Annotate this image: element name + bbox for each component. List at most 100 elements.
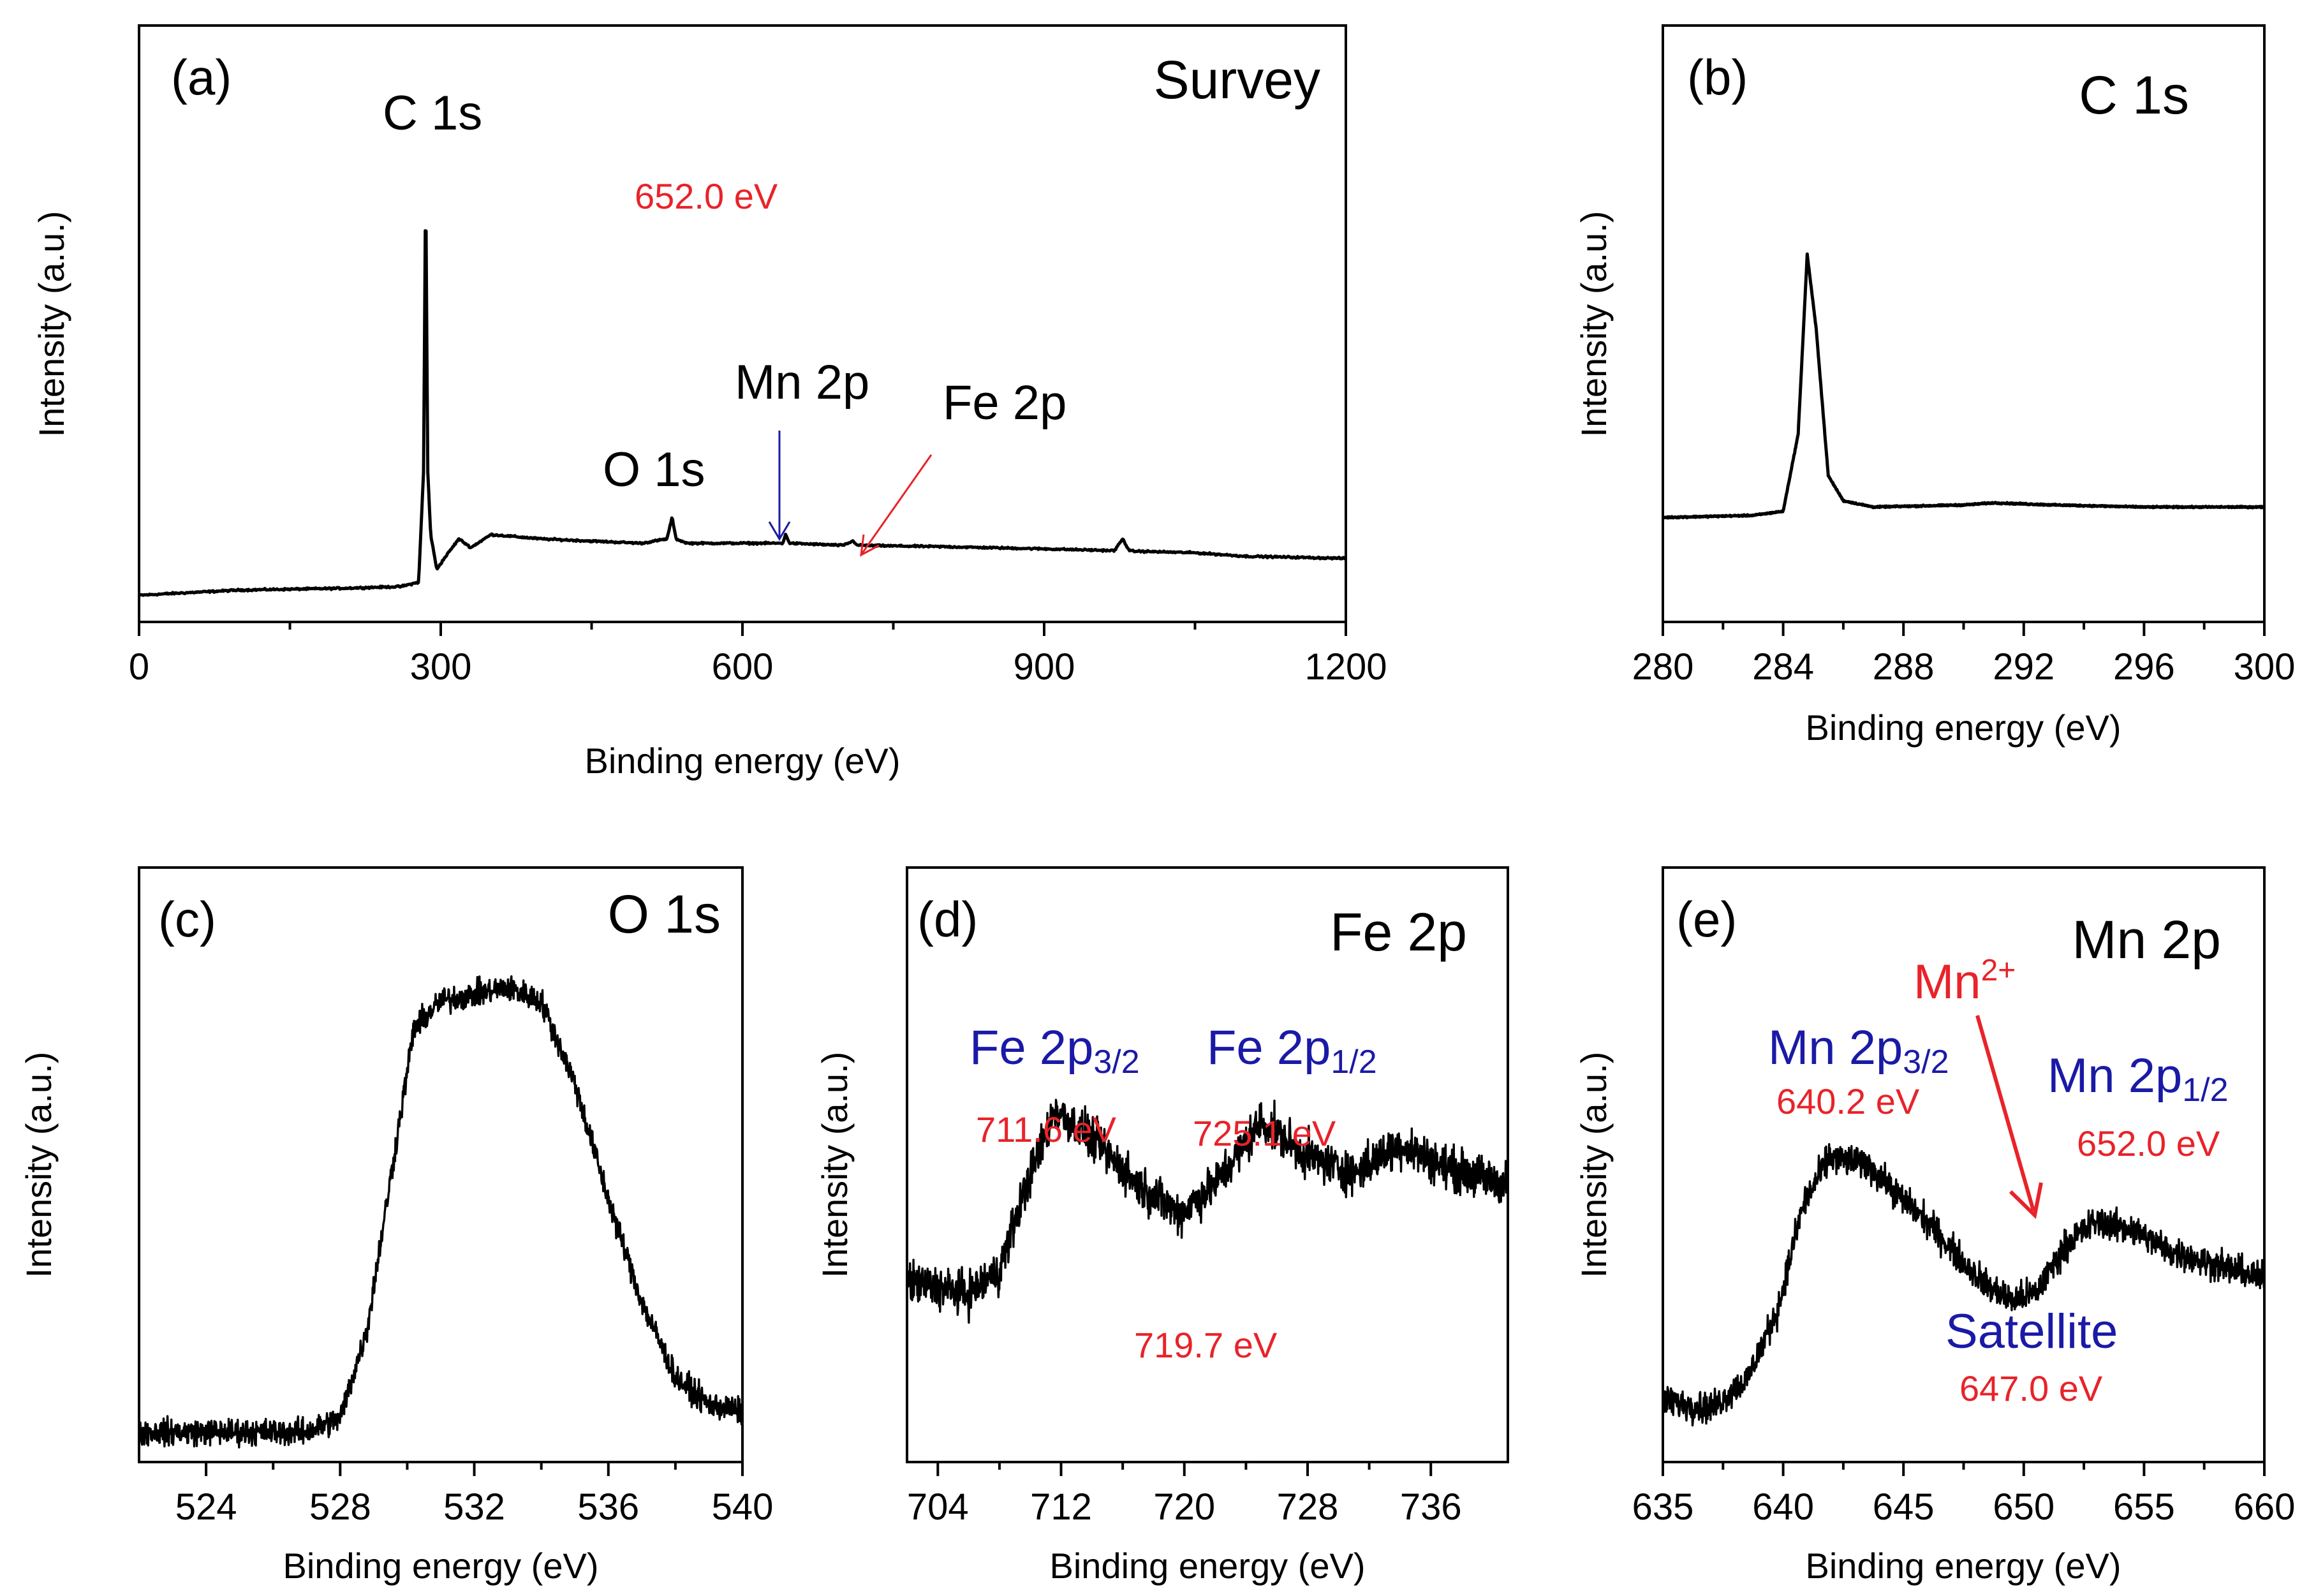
fe2p-peak-label: Fe 2p: [943, 376, 1066, 430]
x-tick-label: 300: [2234, 646, 2296, 688]
mn2p32-sub: 3/2: [1903, 1044, 1949, 1081]
x-tick-label: 0: [129, 646, 149, 688]
panel-d-frame: [906, 866, 1509, 1463]
mn-energy-640: 640.2 eV: [1776, 1081, 1920, 1121]
mn-energy-647: 647.0 eV: [1959, 1368, 2103, 1408]
panel-b-ylabel: Intensity (a.u.): [1574, 211, 1614, 438]
panel-a-ylabel: Intensity (a.u.): [31, 211, 71, 438]
panel-d-fe2p: 704 712 720 728 736 (d) Fe 2p Intensity (a.u…: [815, 866, 1509, 1586]
panel-a-survey: 0 300 600 900 1200 (a) Survey Intensity (a.u…: [31, 24, 1387, 781]
spectrum-line-e: [1662, 1143, 2266, 1427]
fe2p32-sub: 3/2: [1093, 1044, 1139, 1081]
mn2p32-label: Mn 2p3/2: [1768, 1021, 1949, 1081]
x-tick-label: 712: [1030, 1486, 1092, 1528]
panel-d-xlabel: Binding energy (eV): [1050, 1546, 1366, 1586]
c1s-peak-label: C 1s: [383, 86, 482, 140]
panel-c-xlabel: Binding energy (eV): [283, 1546, 599, 1586]
panel-e-mn2p: 635 640 645 650 655 660 (e) Mn 2p Intensity (…: [1574, 866, 2296, 1586]
x-tick-label: 296: [2113, 646, 2175, 688]
panel-e-ticks: 635 640 645 650 655 660: [1632, 1462, 2296, 1528]
x-tick-label: 284: [1752, 646, 1814, 688]
panel-e-xlabel: Binding energy (eV): [1806, 1546, 2121, 1586]
panel-e-letter: (e): [1676, 891, 1737, 947]
panel-d-ticks: 704 712 720 728 736: [907, 1462, 1462, 1528]
panel-c-o1s: 524 528 532 536 540 (c) O 1s Intensity (a.u.…: [18, 866, 773, 1586]
panel-e-title: Mn 2p: [2072, 910, 2221, 970]
panel-a-title: Survey: [1154, 50, 1320, 110]
mn2plus-label: Mn2+: [1914, 954, 2016, 1009]
panel-c-letter: (c): [158, 891, 216, 947]
x-tick-label: 536: [577, 1486, 639, 1528]
spectrum-line-d: [906, 1098, 1509, 1324]
panel-b-letter: (b): [1687, 49, 1748, 105]
panel-b-xlabel: Binding energy (eV): [1806, 707, 2121, 748]
x-tick-label: 660: [2234, 1486, 2296, 1528]
panel-a-plot: [138, 229, 1347, 597]
panel-a-xlabel: Binding energy (eV): [585, 741, 901, 781]
mn2p12-main: Mn 2p: [2047, 1049, 2182, 1103]
fe2p-arrow: [860, 454, 933, 557]
panel-e-plot: [1662, 1143, 2266, 1427]
mn-energy-652: 652.0 eV: [2077, 1123, 2220, 1164]
panel-d-letter: (d): [917, 891, 978, 947]
mn2plus-arrow: [1975, 1015, 2043, 1220]
mn2p-peak-label: Mn 2p: [735, 355, 869, 410]
spectrum-line-a: [138, 229, 1347, 597]
spectrum-line-c: [138, 975, 743, 1449]
x-tick-label: 288: [1873, 646, 1935, 688]
panel-b-plot: [1662, 252, 2266, 520]
x-tick-label: 720: [1153, 1486, 1215, 1528]
panel-a-letter: (a): [171, 49, 232, 105]
panel-b-ticks: 280 284 288 292 296 300: [1632, 622, 2296, 688]
panel-b-c1s: 280 284 288 292 296 300 (b) C 1s Intensity (a…: [1574, 24, 2296, 748]
x-tick-label: 600: [712, 646, 774, 688]
x-tick-label: 704: [907, 1486, 969, 1528]
fe-energy-725: 725.1 eV: [1193, 1113, 1336, 1153]
mn2plus-sup: 2+: [1981, 954, 2016, 987]
fe2p12-label: Fe 2p1/2: [1207, 1021, 1377, 1081]
x-tick-label: 645: [1873, 1486, 1935, 1528]
fe2p32-label: Fe 2p3/2: [970, 1021, 1140, 1081]
x-tick-label: 1200: [1304, 646, 1387, 688]
x-tick-label: 300: [410, 646, 472, 688]
o1s-peak-label: O 1s: [603, 443, 705, 497]
fe2p32-main: Fe 2p: [970, 1021, 1093, 1075]
x-tick-label: 528: [309, 1486, 371, 1528]
panel-c-ylabel: Intensity (a.u.): [18, 1052, 59, 1278]
x-tick-label: 292: [1993, 646, 2054, 688]
panel-d-title: Fe 2p: [1330, 902, 1467, 962]
panel-d-plot: [906, 1098, 1509, 1324]
x-tick-label: 736: [1400, 1486, 1462, 1528]
mn2p32-main: Mn 2p: [1768, 1021, 1903, 1075]
mn2p12-label: Mn 2p1/2: [2047, 1049, 2229, 1109]
x-tick-label: 900: [1014, 646, 1075, 688]
mn2p-arrow: [768, 431, 791, 541]
mn2plus-main: Mn: [1914, 955, 1981, 1009]
mn2p12-sub: 1/2: [2182, 1072, 2228, 1109]
panel-e-ylabel: Intensity (a.u.): [1574, 1052, 1614, 1278]
panel-c-title: O 1s: [608, 884, 721, 944]
x-tick-label: 655: [2113, 1486, 2175, 1528]
panel-c-ticks: 524 528 532 536 540: [175, 1462, 773, 1528]
spectrum-line-b: [1662, 252, 2266, 520]
x-tick-label: 650: [1993, 1486, 2054, 1528]
x-tick-label: 524: [175, 1486, 237, 1528]
fe-energy-711: 711.6 eV: [976, 1109, 1117, 1149]
x-tick-label: 635: [1632, 1486, 1694, 1528]
fe2p12-main: Fe 2p: [1207, 1021, 1331, 1075]
panel-c-frame: [138, 866, 744, 1463]
fe-energy-719: 719.7 eV: [1134, 1325, 1278, 1365]
x-tick-label: 640: [1752, 1486, 1814, 1528]
fe2p12-sub: 1/2: [1331, 1044, 1376, 1081]
panel-d-ylabel: Intensity (a.u.): [815, 1052, 855, 1278]
x-tick-label: 728: [1277, 1486, 1339, 1528]
panel-a-frame: [138, 24, 1347, 623]
panel-b-title: C 1s: [2079, 65, 2189, 125]
survey-energy-note: 652.0 eV: [635, 176, 778, 216]
panel-c-plot: [138, 975, 743, 1449]
panel-a-ticks: 0 300 600 900 1200: [129, 622, 1387, 688]
x-tick-label: 280: [1632, 646, 1694, 688]
x-tick-label: 532: [443, 1486, 505, 1528]
satellite-label: Satellite: [1945, 1304, 2118, 1359]
